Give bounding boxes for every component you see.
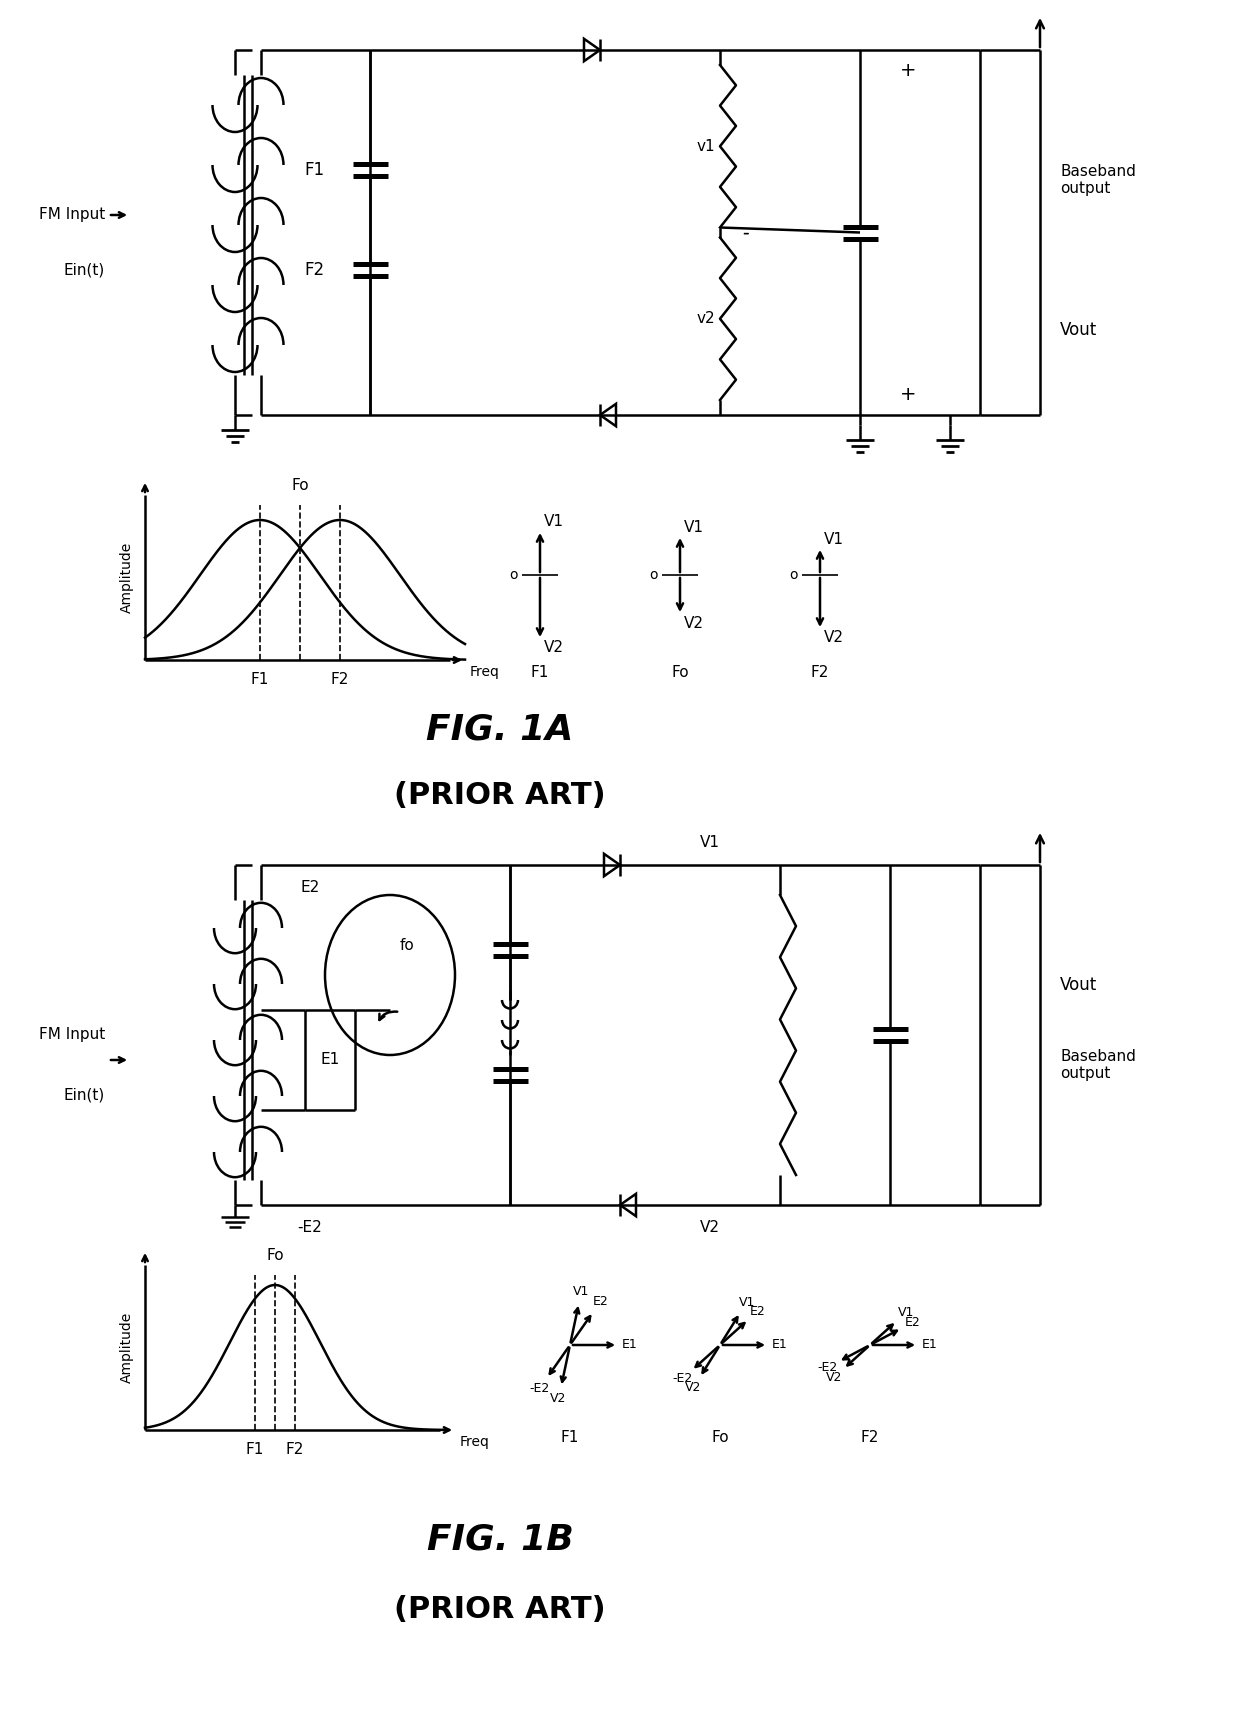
Text: Vout: Vout: [1060, 975, 1097, 994]
Text: v1: v1: [697, 139, 715, 153]
Text: E2: E2: [749, 1305, 765, 1318]
Text: Freq: Freq: [470, 666, 500, 679]
Text: F2: F2: [331, 673, 350, 686]
Text: V1: V1: [701, 834, 720, 850]
Text: v2: v2: [697, 311, 715, 327]
Text: Vout: Vout: [1060, 322, 1097, 339]
Text: Baseband
output: Baseband output: [1060, 1049, 1136, 1082]
Text: Fo: Fo: [712, 1429, 729, 1445]
Text: V2: V2: [551, 1393, 567, 1405]
Text: F2: F2: [305, 261, 325, 279]
Polygon shape: [604, 853, 620, 875]
Text: Ein(t): Ein(t): [63, 263, 105, 277]
Text: FIG. 1A: FIG. 1A: [427, 714, 574, 746]
Text: E1: E1: [773, 1338, 787, 1352]
Text: Baseband
output: Baseband output: [1060, 163, 1136, 196]
Text: (PRIOR ART): (PRIOR ART): [394, 781, 606, 810]
Text: Fo: Fo: [671, 666, 688, 679]
Text: F1: F1: [560, 1429, 579, 1445]
Text: F2: F2: [811, 666, 830, 679]
Text: Freq: Freq: [460, 1434, 490, 1448]
Text: -E2: -E2: [298, 1219, 322, 1235]
Text: V1: V1: [825, 531, 844, 547]
Text: V2: V2: [825, 631, 844, 645]
Text: o: o: [790, 568, 799, 581]
Text: FM Input: FM Input: [38, 208, 105, 222]
Text: -E2: -E2: [817, 1361, 838, 1374]
Polygon shape: [620, 1194, 636, 1216]
Text: V1: V1: [544, 514, 564, 530]
Text: FM Input: FM Input: [38, 1027, 105, 1042]
Text: F1: F1: [246, 1441, 264, 1457]
Text: Fo: Fo: [267, 1249, 284, 1262]
Text: Amplitude: Amplitude: [120, 542, 134, 612]
Text: V2: V2: [544, 640, 564, 655]
Text: o: o: [510, 568, 518, 581]
Polygon shape: [600, 404, 616, 427]
Text: +: +: [900, 60, 916, 79]
Text: V2: V2: [684, 616, 704, 631]
Text: V1: V1: [573, 1285, 590, 1297]
Text: V2: V2: [826, 1371, 842, 1383]
Text: E1: E1: [320, 1053, 340, 1068]
Text: F2: F2: [285, 1441, 304, 1457]
Text: -E2: -E2: [672, 1373, 693, 1385]
Text: E2: E2: [904, 1316, 920, 1330]
Text: fo: fo: [401, 937, 414, 953]
Text: -: -: [742, 224, 749, 241]
Text: E2: E2: [593, 1295, 608, 1309]
Text: E2: E2: [300, 881, 320, 894]
Text: -E2: -E2: [529, 1381, 549, 1395]
Text: F1: F1: [305, 162, 325, 179]
Text: FIG. 1B: FIG. 1B: [427, 1522, 573, 1557]
Text: V1: V1: [898, 1307, 914, 1319]
Text: V1: V1: [739, 1295, 755, 1309]
Text: Ein(t): Ein(t): [63, 1087, 105, 1103]
Text: F1: F1: [250, 673, 269, 686]
Text: E1: E1: [622, 1338, 637, 1352]
Text: F2: F2: [861, 1429, 879, 1445]
Text: (PRIOR ART): (PRIOR ART): [394, 1596, 606, 1624]
Polygon shape: [584, 40, 600, 62]
Text: V2: V2: [701, 1219, 720, 1235]
Text: V2: V2: [686, 1381, 702, 1395]
Text: Amplitude: Amplitude: [120, 1311, 134, 1383]
Text: +: +: [900, 385, 916, 404]
Text: -: -: [742, 224, 749, 241]
Text: F1: F1: [531, 666, 549, 679]
Text: E1: E1: [923, 1338, 937, 1352]
Text: o: o: [650, 568, 658, 581]
Text: V1: V1: [684, 519, 704, 535]
Text: Fo: Fo: [291, 478, 309, 494]
